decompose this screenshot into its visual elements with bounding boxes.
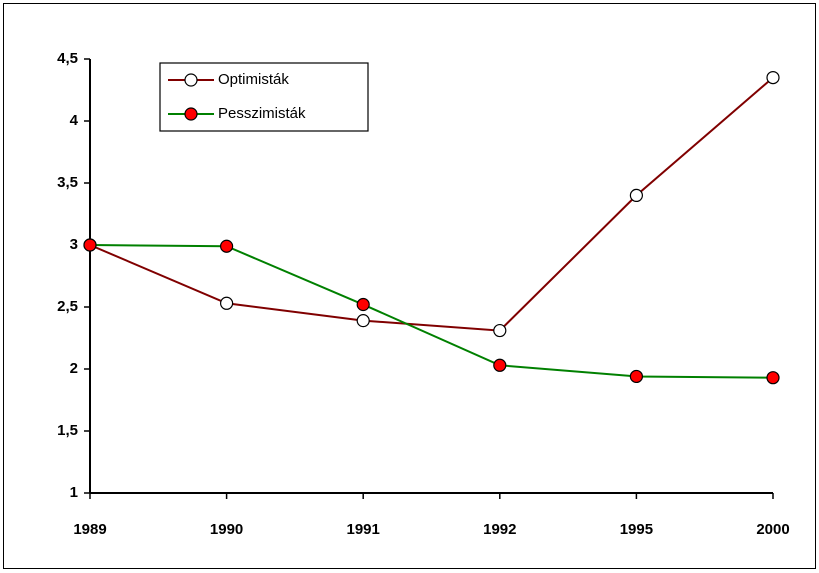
data-point [629,369,644,384]
y-tick-label: 1,5 [57,422,78,439]
legend-label: Optimisták [218,71,289,88]
data-point [493,323,507,338]
x-tick-label: 1990 [210,521,243,538]
y-tick-label: 4,5 [57,50,78,67]
data-point [493,358,507,372]
x-tick-label: 1992 [483,521,516,538]
data-point [356,314,370,328]
data-point [356,297,370,312]
x-tick-label: 2000 [756,521,789,538]
data-point [766,371,780,385]
y-tick-label: 2,5 [57,298,78,315]
y-tick-label: 1 [70,484,78,501]
data-point [629,188,644,202]
y-tick-label: 4 [70,112,79,129]
data-point [220,296,234,310]
series-line [89,76,774,332]
y-tick-label: 3 [70,236,78,253]
legend-marker [184,73,198,87]
series-line [89,244,774,379]
legend-marker [184,107,198,121]
legend-box [159,62,369,132]
y-tick-label: 3,5 [57,174,78,191]
data-point [220,239,234,253]
y-tick-label: 2 [70,360,78,377]
x-tick-label: 1995 [620,521,653,538]
x-tick-label: 1991 [347,521,380,538]
data-point [83,238,97,252]
chart-frame [3,3,816,569]
data-point [766,70,780,85]
legend-label: Pesszimisták [218,105,306,122]
x-tick-label: 1989 [73,521,106,538]
